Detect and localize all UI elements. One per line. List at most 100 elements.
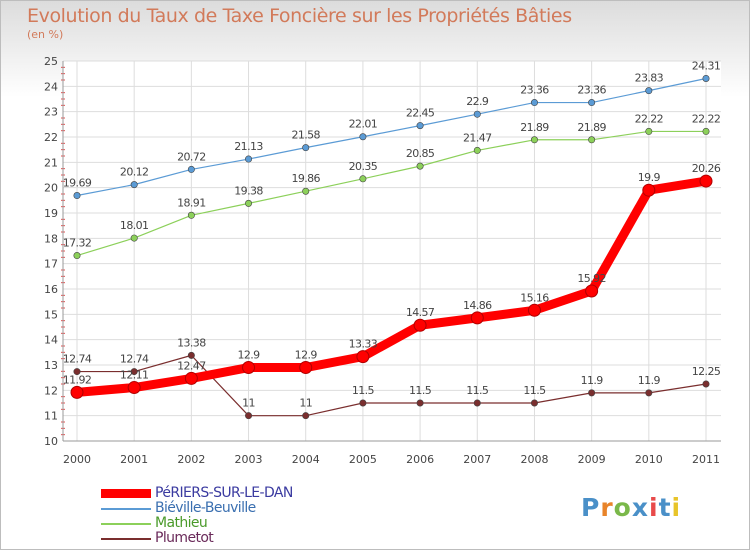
legend-swatch	[101, 489, 151, 498]
data-point	[130, 368, 138, 376]
data-label: 12.47	[177, 359, 206, 372]
data-label: 21.13	[234, 140, 263, 153]
x-tick-label: 2010	[635, 453, 663, 466]
y-tick-label: 23	[44, 106, 58, 119]
chart-title: Evolution du Taux de Taxe Foncière sur l…	[27, 5, 572, 27]
data-label: 18.01	[120, 219, 149, 232]
data-point	[585, 284, 599, 298]
x-tick-label: 2007	[463, 453, 491, 466]
data-label: 12.9	[237, 349, 260, 362]
data-label: 20.35	[349, 160, 378, 173]
y-tick-label: 13	[44, 359, 58, 372]
data-point	[245, 155, 253, 163]
data-point	[302, 187, 310, 195]
data-label: 13.38	[177, 336, 206, 349]
data-point	[359, 133, 367, 141]
data-label: 11	[299, 397, 312, 410]
legend-label: Mathieu	[155, 515, 208, 531]
data-point	[530, 399, 538, 407]
data-point	[184, 371, 198, 385]
data-point	[416, 122, 424, 130]
x-tick-label: 2009	[578, 453, 606, 466]
data-point	[356, 350, 370, 364]
x-tick-label: 2001	[120, 453, 148, 466]
y-tick-label: 19	[44, 207, 58, 220]
y-tick-label: 25	[44, 55, 58, 68]
data-label: 22.22	[692, 112, 721, 125]
data-point	[416, 399, 424, 407]
series-line	[76, 77, 707, 197]
data-point	[127, 381, 141, 395]
data-label: 13.33	[349, 338, 378, 351]
data-label: 19.69	[63, 177, 92, 190]
data-label: 12.74	[63, 353, 92, 366]
data-label: 11.5	[352, 384, 375, 397]
data-point	[187, 351, 195, 359]
data-point	[702, 380, 710, 388]
logo-letter: i	[671, 493, 682, 522]
series-1	[73, 74, 710, 200]
data-point	[245, 199, 253, 207]
data-point	[302, 144, 310, 152]
data-label: 12.9	[295, 349, 318, 362]
data-point	[645, 389, 653, 397]
data-label: 11	[242, 397, 255, 410]
legend-swatch	[101, 522, 151, 525]
x-tick-label: 2003	[235, 453, 263, 466]
y-tick-label: 20	[44, 182, 58, 195]
data-point	[473, 110, 481, 118]
data-point	[470, 311, 484, 325]
y-tick-label: 14	[44, 334, 58, 347]
legend-label: PéRIERS-SUR-LE-DAN	[155, 485, 293, 501]
data-point	[473, 146, 481, 154]
data-label: 22.22	[635, 112, 664, 125]
data-label: 19.86	[291, 172, 320, 185]
data-point	[73, 192, 81, 200]
logo-letter: i	[649, 493, 659, 522]
data-label: 22.9	[466, 95, 489, 108]
data-label: 18.91	[177, 196, 206, 209]
data-point	[130, 181, 138, 189]
data-point	[73, 252, 81, 260]
data-point	[299, 361, 313, 375]
series-2	[73, 127, 710, 260]
data-point	[130, 234, 138, 242]
logo-letter: r	[600, 493, 614, 522]
data-point	[302, 412, 310, 420]
data-point	[702, 74, 710, 82]
y-tick-label: 15	[44, 308, 58, 321]
y-tick-label: 18	[44, 232, 58, 245]
y-tick-label: 16	[44, 283, 58, 296]
x-tick-label: 2006	[406, 453, 434, 466]
data-label: 23.36	[577, 84, 606, 97]
y-tick-label: 24	[44, 80, 58, 93]
data-label: 23.36	[520, 84, 549, 97]
data-point	[245, 412, 253, 420]
data-label: 12.25	[692, 365, 721, 378]
series-line	[76, 354, 707, 417]
data-label: 21.47	[463, 131, 492, 144]
data-point	[359, 399, 367, 407]
data-label: 21.89	[520, 121, 549, 134]
data-label: 12.74	[120, 353, 149, 366]
y-tick-label: 11	[44, 410, 58, 423]
data-point	[530, 136, 538, 144]
data-label: 14.57	[406, 306, 435, 319]
data-point	[70, 385, 84, 399]
x-tick-label: 2008	[520, 453, 548, 466]
data-label: 22.01	[349, 118, 378, 131]
proxiti-logo: Proxiti	[581, 493, 681, 522]
data-label: 11.9	[581, 374, 604, 387]
data-point	[588, 389, 596, 397]
series-3	[73, 351, 710, 420]
data-point	[187, 211, 195, 219]
data-label: 20.26	[692, 162, 721, 175]
data-label: 23.83	[635, 72, 664, 85]
series-line	[76, 130, 707, 257]
data-point	[187, 165, 195, 173]
logo-letter: x	[631, 493, 649, 522]
y-tick-label: 22	[44, 131, 58, 144]
data-label: 14.86	[463, 299, 492, 312]
